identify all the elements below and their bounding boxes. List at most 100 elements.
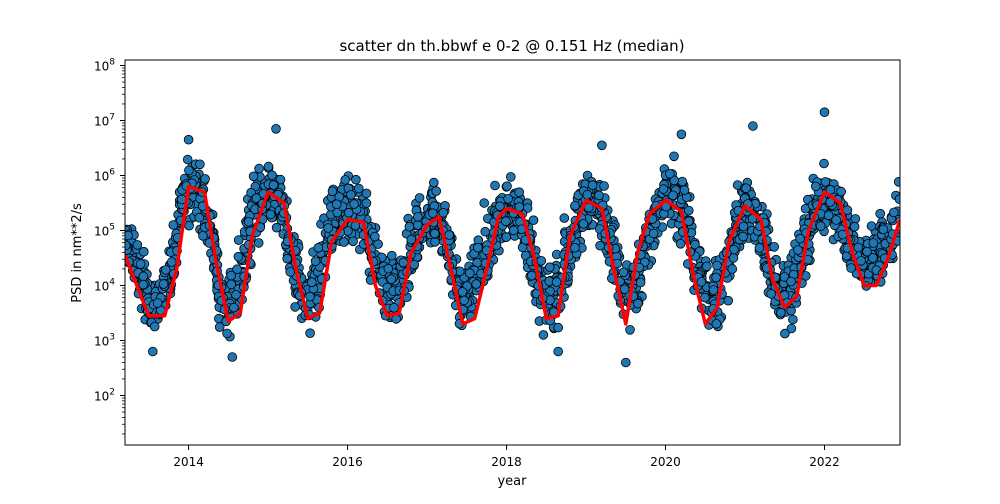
scatter-point [370,231,380,242]
scatter-point [538,330,549,340]
scatter-point [597,140,607,151]
scatter-point [444,230,455,240]
scatter-point [675,239,686,249]
scatter-point [248,171,259,182]
scatter-point [184,220,194,231]
scatter-point [676,129,687,140]
scatter-point [754,243,765,253]
scatter-point [305,328,315,339]
scatter-point [349,199,359,209]
scatter-point [305,291,315,302]
scatter-point [878,224,889,235]
scatter-point [310,256,321,267]
scatter-point [868,253,878,263]
scatter-point [183,134,194,145]
scatter-point [620,357,631,368]
scatter-point [766,289,776,299]
scatter-point [275,174,286,185]
scatter-point [683,216,694,227]
scatter-point [820,177,831,187]
scatter-point [149,321,160,332]
scatter-point [810,181,821,192]
scatter-point [158,279,169,289]
scatter-point [161,265,171,275]
scatter-point [413,212,423,222]
y-tick-label: 106 [94,168,115,184]
scatter-point [501,232,512,242]
scatter-point [846,263,856,273]
scatter-point [195,159,205,170]
scatter-point [683,205,694,216]
scatter-point [229,302,239,313]
scatter-point [148,346,158,357]
scatter-point [346,190,356,200]
scatter-point [668,190,678,201]
scatter-point [769,242,779,252]
scatter-point [348,236,358,247]
scatter-point [222,328,232,339]
plot-frame [124,59,901,446]
scatter-point [815,221,826,231]
scatter-point [243,217,254,227]
x-tick-label: 2016 [332,455,363,469]
scatter-point [853,242,864,253]
x-axis-label: year [497,474,527,489]
scatter-point [696,277,707,287]
scatter-point [271,124,281,134]
scatter-point [431,186,442,196]
y-axis-ticks: 102 103 104 105 106 107 108 [94,58,125,435]
scatter-point [648,228,659,239]
scatter-point [271,222,282,233]
scatter-point [831,215,841,225]
scatter-point [389,302,399,313]
y-tick-label: 107 [94,113,115,129]
scatter-point [679,185,690,195]
scatter-point [267,170,277,181]
x-tick-label: 2018 [491,455,522,469]
scatter-point [200,174,210,184]
scatter-point [633,298,643,309]
scatter-point [353,183,364,194]
scatter-point [343,207,354,218]
scatter-point [582,189,593,200]
scatter-point [232,264,242,275]
scatter-point [464,268,475,279]
scatter-point [594,190,604,201]
scatter-point [578,219,589,229]
scatter-point [233,251,244,262]
scatter-point [514,202,525,212]
scatter-point [741,183,751,194]
scatter-point [327,186,338,197]
scatter-point [414,193,425,203]
scatter-point [457,287,468,297]
scatter-point [738,231,748,242]
scatter-point [227,352,238,362]
scatter-point [182,154,193,165]
scatter-point [427,208,438,219]
scatter-point [495,201,505,212]
scatter-point [503,194,513,204]
scatter-point [351,174,361,185]
y-tick-label: 103 [94,333,115,349]
scatter-point [690,239,700,250]
median-line [125,184,900,326]
scatter-point [480,226,491,237]
scatter-point [868,238,879,248]
scatter-point [383,263,394,274]
scatter-point [508,225,519,236]
scatter-point [625,324,635,335]
scatter-point [658,184,669,194]
y-tick-label: 102 [94,388,115,404]
scatter-point [775,307,786,318]
scatter-point [306,277,317,288]
scatter-point [313,243,324,253]
scatter-point [570,242,580,253]
y-tick-label: 105 [94,223,115,239]
scatter-point [490,180,500,191]
scatter-point [285,267,296,277]
scatter-point [268,180,279,190]
scatter-point [331,199,342,210]
scatter-point [152,298,163,308]
